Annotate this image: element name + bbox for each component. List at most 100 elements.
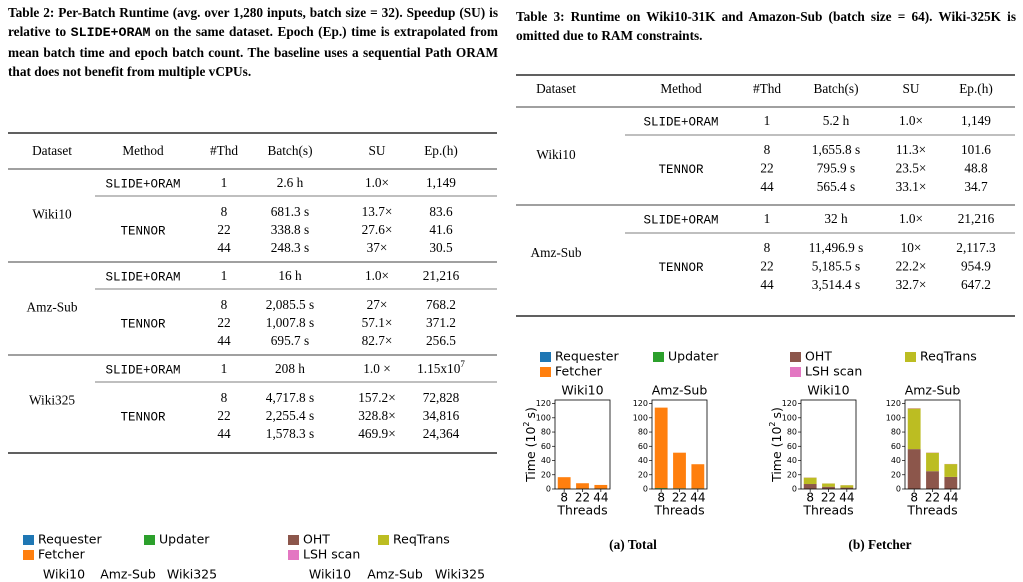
- table-cell: 22.2×: [896, 259, 927, 274]
- table-cell: 32.7×: [896, 277, 927, 292]
- bar-segment: [907, 408, 921, 450]
- table-header: Method: [660, 81, 702, 96]
- table-cell: 1: [221, 361, 228, 376]
- axes-frame: [800, 399, 857, 490]
- legend-swatch: [790, 367, 801, 377]
- y-tick-label: 120: [782, 399, 797, 408]
- y-tick-label: 120: [633, 399, 648, 408]
- y-tick-label: 80: [541, 428, 551, 437]
- legend-label: ReqTrans: [393, 532, 450, 547]
- table-cell: 5,185.5 s: [812, 259, 860, 274]
- table-cell: 954.9: [961, 259, 991, 274]
- y-tick-label: 60: [891, 442, 901, 451]
- table-cell: 44: [217, 333, 231, 348]
- y-tick-label: 20: [541, 470, 551, 479]
- y-label-unit: s): [523, 407, 538, 418]
- bar-segment: [907, 449, 921, 489]
- table-cell: 1: [221, 175, 228, 190]
- x-tick-label: 44: [943, 491, 958, 505]
- x-tick-label: 44: [839, 491, 854, 505]
- y-tick-label: 60: [787, 442, 797, 451]
- table-cell: 1: [764, 113, 771, 128]
- method-label: SLIDE+ORAM: [643, 115, 718, 129]
- legend-label: OHT: [805, 349, 832, 364]
- subplot-title: Wiki10: [561, 383, 603, 398]
- y-tick-label: 100: [633, 413, 648, 422]
- method-label: SLIDE+ORAM: [105, 177, 180, 191]
- legend-label: Fetcher: [38, 547, 86, 562]
- table-cell: 22: [217, 408, 230, 423]
- table-header: Method: [122, 143, 164, 158]
- table-cell: 10×: [901, 240, 922, 255]
- bar-segment: [822, 483, 835, 487]
- table-cell: 1,578.3 s: [266, 426, 314, 441]
- legend-label: Requester: [555, 349, 619, 364]
- y-tick-label: 40: [638, 456, 648, 465]
- table-cell: 2,085.5 s: [266, 297, 314, 312]
- bar-segment: [557, 477, 571, 489]
- caption-text: on the same dataset. Epoch (Ep.) time is…: [8, 24, 499, 80]
- table-cell: 8: [221, 297, 228, 312]
- legend-label: LSH scan: [805, 364, 862, 379]
- y-tick-label: 120: [886, 399, 901, 408]
- bar-segment: [944, 476, 958, 489]
- dataset-label: Wiki325: [29, 393, 75, 408]
- method-label: TENNOR: [658, 261, 704, 275]
- legend-swatch: [23, 550, 34, 560]
- table-cell: 1,149: [961, 113, 991, 128]
- table-cell: 27×: [367, 297, 388, 312]
- table-cell: 44: [217, 240, 231, 255]
- table-cell: 695.7 s: [271, 333, 309, 348]
- dataset-label: Wiki10: [536, 147, 576, 162]
- y-label-text: Time (10: [769, 427, 784, 483]
- table-cell: 22: [217, 222, 230, 237]
- y-label-unit: s): [769, 407, 784, 418]
- bar-segment: [594, 484, 608, 489]
- bar-segment: [654, 407, 668, 489]
- subplot-title: Wiki325: [167, 567, 217, 582]
- y-tick-label: 80: [891, 428, 901, 437]
- table-cell: 44: [760, 277, 774, 292]
- table-cell: 82.7×: [362, 333, 393, 348]
- table3-caption: Table 3: Runtime on Wiki10-31K and Amazo…: [516, 7, 1016, 46]
- subplot-title: Wiki10: [43, 567, 85, 582]
- table-cell: 208 h: [275, 361, 305, 376]
- dataset-label: Amz-Sub: [27, 300, 78, 315]
- method-label: SLIDE+ORAM: [105, 363, 180, 377]
- y-tick-label: 100: [886, 413, 901, 422]
- table-cell: 22: [217, 315, 230, 330]
- table-cell: 338.8 s: [271, 222, 309, 237]
- legend-swatch: [378, 535, 389, 545]
- y-tick-label: 80: [787, 428, 797, 437]
- table-cell: 1.15x107: [417, 359, 465, 376]
- table-cell: 37×: [367, 240, 388, 255]
- y-label-exponent: 2: [768, 421, 777, 426]
- table-cell: 22: [760, 161, 773, 176]
- table-cell: 22: [760, 259, 773, 274]
- legend-label: OHT: [303, 532, 330, 547]
- table-cell: 8: [221, 204, 228, 219]
- table-cell: 647.2: [961, 277, 991, 292]
- table-cell: 681.3 s: [271, 204, 309, 219]
- legend-swatch: [540, 367, 551, 377]
- table-cell: 8: [764, 240, 771, 255]
- table-cell: 1: [221, 268, 228, 283]
- table-cell: 8: [221, 390, 228, 405]
- y-tick-label: 20: [787, 470, 797, 479]
- axes-frame: [651, 399, 708, 490]
- table-cell: 34.7: [964, 179, 988, 194]
- y-tick-label: 0: [792, 485, 797, 494]
- table-cell: 1.0×: [365, 175, 389, 190]
- table-cell: 27.6×: [362, 222, 393, 237]
- table-header: #Thd: [753, 81, 781, 96]
- bar-segment: [691, 464, 705, 489]
- table-cell: 565.4 s: [817, 179, 855, 194]
- bar-segment: [822, 486, 835, 489]
- table-cell: 83.6: [429, 204, 453, 219]
- legend-label: LSH scan: [303, 547, 360, 562]
- table-cell: 44: [217, 426, 231, 441]
- legend-swatch: [144, 535, 155, 545]
- x-tick-label: 8: [806, 491, 814, 505]
- table-header: Dataset: [536, 81, 576, 96]
- table-header: Dataset: [32, 143, 72, 158]
